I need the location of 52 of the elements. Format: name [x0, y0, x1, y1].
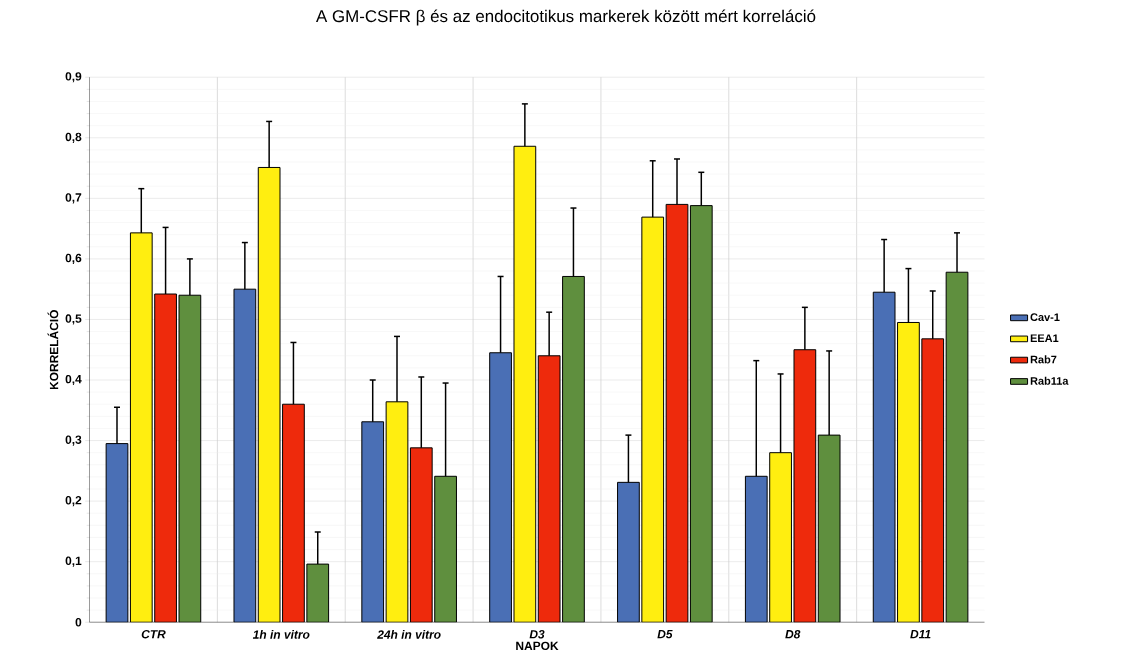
bar	[897, 321, 920, 623]
bar	[945, 271, 969, 623]
bar	[562, 275, 585, 623]
x-tick-label: D11	[910, 630, 931, 639]
y-tick-label: 0,5	[65, 314, 82, 325]
bar	[513, 145, 537, 623]
bar	[129, 232, 153, 623]
chart-title: A GM-CSFR β és az endocitotikus markerek között mért korreláció	[315, 9, 816, 26]
y-tick-label: 0,2	[65, 496, 82, 507]
y-axis-title: KORRELÁCIÓ	[47, 310, 59, 390]
bar	[921, 338, 945, 623]
y-tick-label: 0,4	[65, 374, 82, 386]
bar	[537, 355, 561, 623]
bar	[385, 401, 409, 623]
legend-label: Rab11a	[1030, 376, 1069, 385]
bar	[257, 166, 281, 623]
bar	[233, 288, 257, 623]
x-tick-label: 24h in vitro	[377, 630, 441, 639]
y-tick-label: 0,8	[65, 132, 82, 143]
x-tick-label: D8	[785, 630, 801, 639]
legend-label: EEA1	[1030, 334, 1059, 342]
bar	[769, 452, 792, 623]
bar	[489, 352, 512, 623]
y-tick-label: 0,9	[65, 72, 82, 83]
bar	[282, 403, 305, 623]
bar	[154, 293, 177, 623]
legend-label: Cav-1	[1030, 313, 1060, 322]
bar	[744, 475, 768, 623]
bar	[872, 291, 896, 623]
y-tick-label: 0,6	[65, 253, 82, 264]
bar	[617, 481, 640, 623]
bar	[105, 443, 129, 623]
bar	[434, 475, 457, 623]
bar	[409, 447, 433, 623]
bar	[665, 203, 689, 623]
y-tick-label: 0,3	[65, 435, 82, 446]
bar	[689, 205, 713, 623]
bar	[817, 434, 841, 623]
y-tick-label: 0,7	[65, 193, 82, 204]
y-tick-label: 0	[75, 618, 82, 627]
x-tick-label: D3	[529, 630, 545, 639]
bar	[793, 349, 817, 623]
legend-label: Rab7	[1030, 355, 1057, 364]
x-tick-label: 1h in vitro	[252, 630, 310, 639]
x-tick-label: CTR	[141, 630, 166, 639]
y-tick-label: 0,1	[65, 556, 82, 567]
bar	[361, 421, 385, 623]
bar	[306, 563, 330, 623]
bar	[641, 216, 665, 623]
x-axis-title: NAPOK	[516, 641, 559, 651]
x-tick-label: D5	[657, 630, 673, 639]
bar	[178, 294, 202, 623]
